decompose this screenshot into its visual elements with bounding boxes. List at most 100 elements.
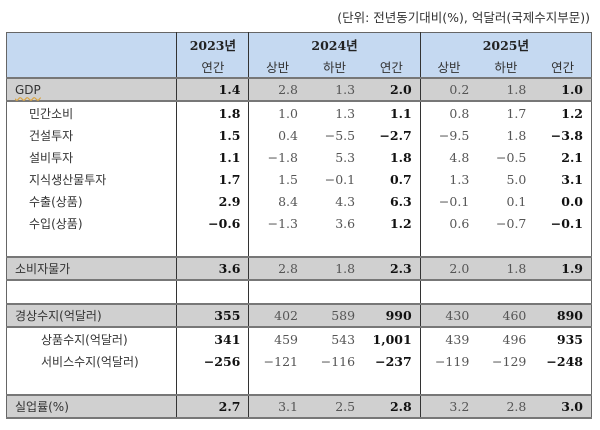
cell: 1.3 [305, 77, 364, 102]
cell: 1.8 [477, 256, 535, 281]
table-row: 상품수지(억달러) 341 459 543 1,001 439 496 935 [7, 327, 592, 350]
cell: 1.3 [419, 168, 478, 190]
cell: 1.9 [534, 256, 592, 281]
cell: 0.1 [506, 193, 527, 209]
cell: −0.1 [324, 171, 356, 187]
header-year-2023: 2023년 [176, 32, 249, 55]
cell: 0.8 [419, 101, 478, 124]
cell: −248 [546, 353, 583, 369]
table-row: GDP 1.4 2.8 1.3 2.0 0.2 1.8 1.0 [6, 77, 592, 102]
cell: 1.8 [176, 101, 249, 124]
spacer-row [7, 234, 592, 257]
header-period: 상반 [419, 55, 478, 78]
cell: −1.3 [248, 212, 306, 234]
table-row: 서비스수지(억달러) −256 −121 −116 −237 −119 −129… [7, 350, 592, 372]
cell: 460 [477, 303, 535, 328]
unit-note: (단위: 전년동기대비(%), 억달러(국제수지부문)) [337, 10, 590, 25]
cell: 543 [331, 331, 356, 347]
cell: −0.5 [496, 149, 527, 165]
cell: 6.3 [389, 193, 412, 209]
header-year-2025: 2025년 [419, 32, 592, 55]
cell: −2.7 [379, 127, 412, 143]
cell: 4.3 [335, 193, 356, 209]
cell: −5.5 [324, 127, 356, 143]
cell: 1.4 [176, 77, 249, 102]
cell: 589 [305, 303, 364, 328]
spacer-row [7, 372, 592, 395]
cell: 3.2 [419, 394, 478, 419]
cell: 430 [419, 303, 478, 328]
cell: 2.8 [363, 394, 421, 419]
row-label: 상품수지(억달러) [41, 332, 128, 347]
cell: −237 [375, 353, 412, 369]
cell: −0.1 [419, 190, 478, 212]
cell: 2.0 [363, 77, 421, 102]
cell: 1.0 [248, 101, 306, 124]
cell: 5.0 [506, 171, 527, 187]
cell: −119 [419, 350, 478, 372]
header-period: 연간 [363, 55, 421, 78]
cell: −0.7 [496, 215, 527, 231]
cell: 0.0 [561, 193, 583, 209]
cell: 1.7 [176, 168, 249, 190]
cell: 3.0 [534, 394, 592, 419]
cell: 890 [534, 303, 592, 328]
cell: 2.8 [248, 256, 306, 281]
row-label: GDP [6, 77, 177, 102]
cell: 459 [248, 327, 306, 350]
cell: 3.6 [176, 256, 249, 281]
header-period: 하반 [477, 55, 535, 78]
cell: 496 [502, 331, 527, 347]
cell: 5.3 [335, 149, 356, 165]
cell: 0.7 [389, 171, 412, 187]
row-label: 수출(상품) [29, 194, 83, 209]
cell: −1.8 [248, 146, 306, 168]
cell: 355 [176, 303, 249, 328]
cell: −256 [176, 350, 249, 372]
table-row: 민간소비 1.8 1.0 1.3 1.1 0.8 1.7 1.2 [7, 101, 592, 124]
row-label: 설비투자 [29, 150, 74, 165]
cell: 1.8 [506, 127, 527, 143]
table-row: 건설투자 1.5 0.4 −5.5 −2.7 −9.5 1.8 −3.8 [7, 124, 592, 146]
table-row: 실업률(%) 2.7 3.1 2.5 2.8 3.2 2.8 3.0 [6, 394, 592, 419]
cell: 1.3 [335, 105, 356, 121]
cell: 1.2 [561, 105, 583, 121]
header-year-2024: 2024년 [248, 32, 421, 55]
header-blank [6, 32, 177, 78]
cell: 1,001 [372, 331, 412, 347]
cell: 1.1 [389, 105, 412, 121]
row-label: 지식생산물투자 [29, 172, 107, 187]
header-period: 연간 [534, 55, 592, 78]
table-row: 소비자물가 3.6 2.8 1.8 2.3 2.0 1.8 1.9 [6, 256, 592, 281]
cell: 402 [248, 303, 306, 328]
cell: 0.6 [419, 212, 478, 234]
table-row: 설비투자 1.1 −1.8 5.3 1.8 4.8 −0.5 2.1 [7, 146, 592, 168]
cell: 341 [176, 327, 249, 350]
cell: 0.4 [248, 124, 306, 146]
cell: −121 [248, 350, 306, 372]
row-label: 민간소비 [29, 106, 74, 121]
cell: 2.8 [248, 77, 306, 102]
cell: 439 [419, 327, 478, 350]
cell: 2.5 [305, 394, 364, 419]
header-period: 하반 [305, 55, 364, 78]
cell: 2.7 [176, 394, 249, 419]
cell: 1.1 [176, 146, 249, 168]
cell: −9.5 [419, 124, 478, 146]
row-label: 서비스수지(억달러) [41, 354, 139, 369]
cell: 2.0 [419, 256, 478, 281]
row-label: 건설투자 [29, 128, 74, 143]
table-row: 수입(상품) −0.6 −1.3 3.6 1.2 0.6 −0.7 −0.1 [7, 212, 592, 234]
cell: 2.1 [561, 149, 583, 165]
cell: 8.4 [248, 190, 306, 212]
cell: 990 [363, 303, 421, 328]
table-row: 수출(상품) 2.9 8.4 4.3 6.3 −0.1 0.1 0.0 [7, 190, 592, 212]
cell: 3.1 [561, 171, 583, 187]
cell: 2.3 [363, 256, 421, 281]
row-label: 수입(상품) [29, 216, 83, 231]
cell: −0.6 [176, 212, 249, 234]
cell: 1.7 [506, 105, 527, 121]
cell: −129 [492, 353, 527, 369]
cell: 1.8 [305, 256, 364, 281]
cell: 2.8 [477, 394, 535, 419]
